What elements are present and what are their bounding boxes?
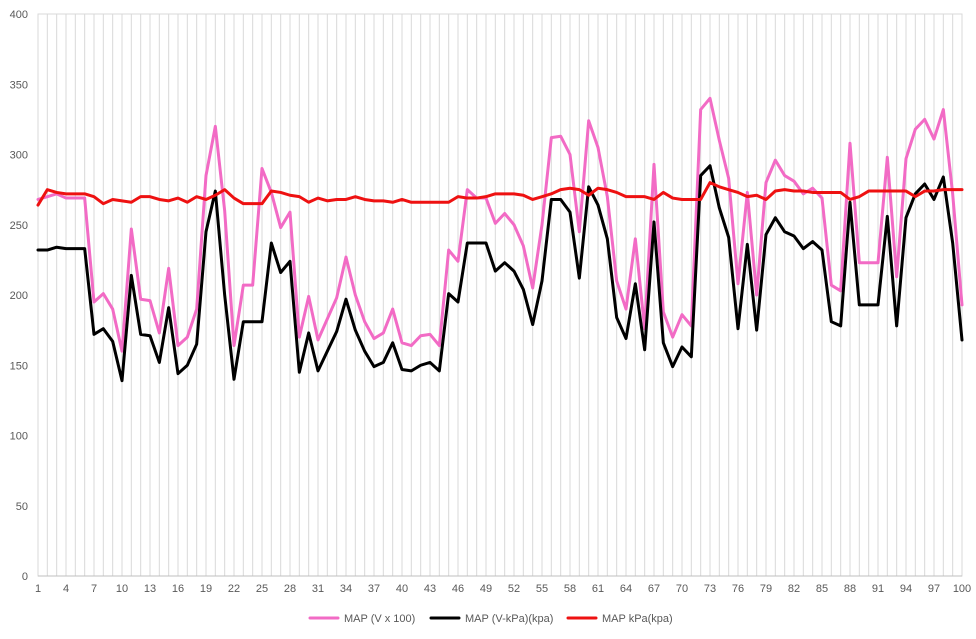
series-line-2	[36, 164, 964, 383]
x-tick-label: 10	[116, 583, 128, 595]
y-tick-label: 350	[10, 79, 28, 91]
x-tick-label: 91	[872, 583, 884, 595]
x-tick-label: 79	[760, 583, 772, 595]
x-tick-labels: 1 4 7 10 13 16 19 22 25 28 31 34 37 40 43 46 49 52 55 58 61 6…	[35, 583, 971, 595]
x-tick-label: 64	[620, 583, 632, 595]
x-tick-label: 88	[844, 583, 856, 595]
x-tick-label: 76	[732, 583, 744, 595]
x-tick-label: 67	[648, 583, 660, 595]
y-tick-label: 150	[10, 360, 28, 372]
legend-label: MAP (V x 100)	[344, 613, 415, 625]
x-tick-label: 22	[228, 583, 240, 595]
x-tick-label: 85	[816, 583, 828, 595]
y-tick-label: 250	[10, 220, 28, 232]
y-tick-label: 200	[10, 290, 28, 302]
y-tick-label: 50	[16, 501, 28, 513]
legend-label: MAP (V-kPa)(kpa)	[465, 613, 553, 625]
x-tick-label: 70	[676, 583, 688, 595]
x-tick-label: 61	[592, 583, 604, 595]
x-tick-label: 52	[508, 583, 520, 595]
x-tick-label: 31	[312, 583, 324, 595]
x-tick-label: 46	[452, 583, 464, 595]
x-tick-label: 16	[172, 583, 184, 595]
y-tick-label: 100	[10, 431, 28, 443]
x-tick-label: 55	[536, 583, 548, 595]
y-tick-labels: 0 50 100 150 200 250 300 350 400	[10, 9, 28, 583]
x-tick-label: 100	[953, 583, 971, 595]
x-tick-label: 97	[928, 583, 940, 595]
x-tick-label: 58	[564, 583, 576, 595]
legend-label: MAP kPa(kpa)	[602, 613, 673, 625]
x-tick-label: 4	[63, 583, 69, 595]
legend: MAP (V x 100) MAP (V-kPa)(kpa) MAP kPa(kpa…	[308, 613, 673, 625]
y-tick-label: 400	[10, 9, 28, 21]
x-tick-label: 40	[396, 583, 408, 595]
series-line-3	[36, 181, 964, 207]
grid-lines	[37, 13, 963, 577]
y-tick-label: 0	[22, 571, 28, 583]
x-tick-label: 94	[900, 583, 912, 595]
x-tick-label: 1	[35, 583, 41, 595]
x-tick-label: 34	[340, 583, 352, 595]
x-tick-label: 49	[480, 583, 492, 595]
x-tick-label: 37	[368, 583, 380, 595]
y-tick-label: 300	[10, 150, 28, 162]
x-tick-label: 28	[284, 583, 296, 595]
x-tick-label: 73	[704, 583, 716, 595]
series-lines	[36, 96, 964, 383]
x-tick-label: 43	[424, 583, 436, 595]
x-tick-label: 13	[144, 583, 156, 595]
x-tick-label: 82	[788, 583, 800, 595]
x-tick-label: 25	[256, 583, 268, 595]
x-tick-label: 19	[200, 583, 212, 595]
x-tick-label: 7	[91, 583, 97, 595]
